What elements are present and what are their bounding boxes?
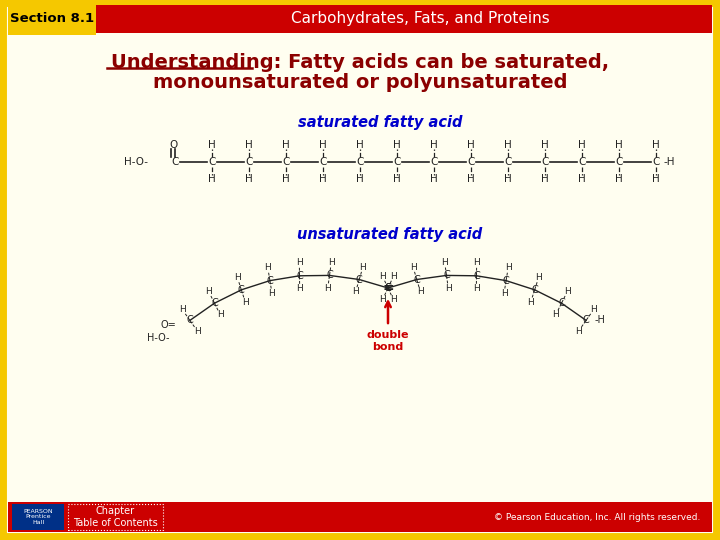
Text: saturated fatty acid: saturated fatty acid bbox=[298, 114, 462, 130]
Text: Carbohydrates, Fats, and Proteins: Carbohydrates, Fats, and Proteins bbox=[291, 11, 549, 26]
Text: Chapter
Table of Contents: Chapter Table of Contents bbox=[73, 506, 158, 528]
Text: H: H bbox=[205, 287, 212, 296]
Text: H: H bbox=[393, 174, 401, 184]
Text: C: C bbox=[171, 157, 179, 167]
Text: C: C bbox=[558, 298, 565, 308]
Text: H: H bbox=[245, 140, 253, 150]
Text: H: H bbox=[324, 284, 331, 293]
Text: H: H bbox=[473, 284, 480, 293]
Text: C: C bbox=[616, 157, 623, 167]
Text: C: C bbox=[246, 157, 253, 167]
Text: H: H bbox=[564, 287, 571, 296]
Text: H: H bbox=[269, 289, 275, 298]
Text: H: H bbox=[467, 174, 475, 184]
Text: C: C bbox=[211, 298, 218, 308]
Text: H: H bbox=[430, 140, 438, 150]
Text: PEARSON
Prentice
Hall: PEARSON Prentice Hall bbox=[23, 509, 53, 525]
Text: C: C bbox=[356, 157, 364, 167]
Text: H: H bbox=[356, 140, 364, 150]
Text: H: H bbox=[541, 140, 549, 150]
Text: C: C bbox=[356, 274, 363, 285]
Text: H: H bbox=[319, 174, 327, 184]
Text: Understanding: Fatty acids can be saturated,: Understanding: Fatty acids can be satura… bbox=[111, 52, 609, 71]
Text: C: C bbox=[384, 283, 392, 293]
Text: C: C bbox=[578, 157, 585, 167]
Text: H: H bbox=[615, 174, 623, 184]
Text: H: H bbox=[417, 287, 424, 296]
Text: O: O bbox=[169, 140, 177, 150]
Text: H: H bbox=[445, 284, 451, 293]
Text: H: H bbox=[473, 258, 480, 267]
Text: =: = bbox=[382, 281, 394, 295]
Text: H: H bbox=[319, 140, 327, 150]
Text: H: H bbox=[379, 295, 386, 304]
Text: H: H bbox=[282, 174, 290, 184]
Text: H: H bbox=[390, 272, 397, 281]
FancyBboxPatch shape bbox=[8, 502, 712, 532]
Text: H-O-: H-O- bbox=[148, 333, 170, 343]
Text: H: H bbox=[527, 298, 534, 307]
Text: C: C bbox=[186, 315, 193, 326]
Text: C: C bbox=[326, 271, 333, 280]
Text: C: C bbox=[473, 271, 480, 281]
Text: unsaturated fatty acid: unsaturated fatty acid bbox=[297, 227, 482, 242]
Text: H: H bbox=[590, 305, 597, 314]
Text: H: H bbox=[179, 305, 186, 314]
Text: C: C bbox=[652, 157, 660, 167]
Text: C: C bbox=[384, 283, 392, 293]
FancyBboxPatch shape bbox=[8, 3, 96, 35]
FancyBboxPatch shape bbox=[8, 5, 712, 33]
FancyBboxPatch shape bbox=[68, 504, 163, 530]
Text: H: H bbox=[441, 258, 448, 267]
Text: H: H bbox=[578, 140, 586, 150]
Text: H: H bbox=[393, 140, 401, 150]
Text: C: C bbox=[319, 157, 327, 167]
Text: H-O-: H-O- bbox=[124, 157, 148, 167]
Text: double
bond: double bond bbox=[366, 330, 409, 352]
Text: H: H bbox=[504, 140, 512, 150]
Text: C: C bbox=[208, 157, 216, 167]
Text: C: C bbox=[467, 157, 474, 167]
Text: H: H bbox=[242, 298, 248, 307]
Text: C: C bbox=[431, 157, 438, 167]
Text: H: H bbox=[410, 262, 416, 272]
Text: H: H bbox=[297, 284, 303, 293]
Text: -H: -H bbox=[664, 157, 675, 167]
Text: C: C bbox=[296, 271, 303, 281]
Text: C: C bbox=[266, 275, 274, 286]
Text: C: C bbox=[504, 157, 512, 167]
Text: H: H bbox=[615, 140, 623, 150]
Text: H: H bbox=[359, 262, 366, 272]
Text: © Pearson Education, Inc. All rights reserved.: © Pearson Education, Inc. All rights res… bbox=[494, 512, 700, 522]
Text: H: H bbox=[234, 273, 240, 282]
Text: H: H bbox=[245, 174, 253, 184]
Text: H: H bbox=[356, 174, 364, 184]
Text: H: H bbox=[575, 327, 582, 335]
Text: H: H bbox=[467, 140, 475, 150]
Text: H: H bbox=[328, 258, 335, 267]
Text: H: H bbox=[535, 273, 542, 282]
Text: C: C bbox=[531, 285, 538, 295]
Text: H: H bbox=[296, 258, 302, 267]
Text: H: H bbox=[217, 310, 224, 319]
Text: C: C bbox=[393, 157, 401, 167]
Text: H: H bbox=[505, 264, 512, 272]
Text: H: H bbox=[578, 174, 586, 184]
Text: H: H bbox=[652, 140, 660, 150]
Text: H: H bbox=[194, 327, 201, 335]
Text: C: C bbox=[413, 274, 420, 285]
Text: H: H bbox=[352, 287, 359, 296]
Text: C: C bbox=[582, 315, 590, 326]
Text: H: H bbox=[430, 174, 438, 184]
Text: Section 8.1: Section 8.1 bbox=[10, 12, 94, 25]
Text: -H: -H bbox=[594, 315, 605, 326]
Text: H: H bbox=[504, 174, 512, 184]
Text: H: H bbox=[282, 140, 290, 150]
Text: C: C bbox=[282, 157, 289, 167]
Text: H: H bbox=[208, 140, 216, 150]
Text: C: C bbox=[443, 271, 450, 280]
Text: O=: O= bbox=[160, 320, 176, 330]
Text: H: H bbox=[264, 264, 271, 272]
Text: H: H bbox=[208, 174, 216, 184]
